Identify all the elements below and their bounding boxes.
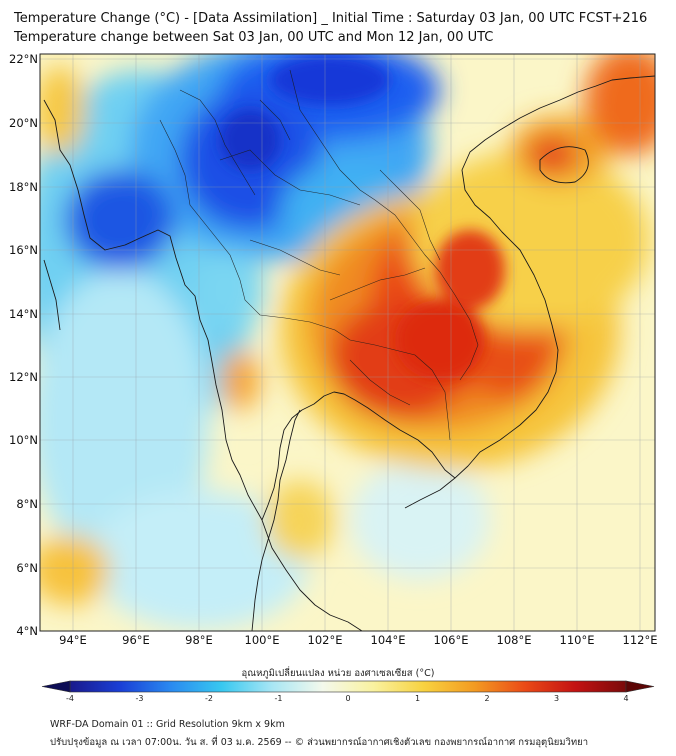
credit-line: ปรับปรุงข้อมูล ณ เวลา 07:00น. วัน ส. ที่… — [50, 737, 589, 748]
lon-label: 102°E — [307, 633, 343, 647]
lat-label: 10°N — [9, 433, 38, 447]
colorbar-max-extension — [625, 680, 655, 693]
graticule — [40, 54, 655, 631]
colorbar-tick: 4 — [623, 694, 629, 703]
colorbar-min-extension — [41, 680, 71, 693]
lat-label: 14°N — [9, 307, 38, 321]
map-title: Temperature Change (°C) - [Data Assimila… — [14, 11, 648, 26]
lon-label: 98°E — [185, 633, 213, 647]
lon-label: 112°E — [622, 633, 658, 647]
lat-label: 4°N — [16, 624, 38, 638]
lon-label: 100°E — [244, 633, 280, 647]
lon-label: 104°E — [370, 633, 406, 647]
model-info: WRF-DA Domain 01 :: Grid Resolution 9km … — [50, 719, 285, 730]
lat-label: 20°N — [9, 116, 38, 130]
lat-label: 8°N — [16, 497, 38, 511]
colorbar-tick: -2 — [205, 694, 213, 703]
lon-label: 94°E — [59, 633, 87, 647]
colorbar-tick: 1 — [414, 694, 421, 703]
colorbar-tick: -1 — [274, 694, 283, 703]
map-subtitle: Temperature change between Sat 03 Jan, 0… — [14, 30, 494, 45]
colorbar — [41, 680, 655, 693]
map-frame — [39, 53, 656, 632]
lon-label: 108°E — [496, 633, 532, 647]
colorbar-tick: 3 — [553, 694, 560, 703]
coastlines — [43, 75, 655, 631]
lat-label: 22°N — [9, 52, 38, 66]
lat-label: 18°N — [9, 180, 38, 194]
colorbar-tick: -3 — [135, 694, 144, 703]
lat-label: 16°N — [9, 243, 38, 257]
lon-label: 106°E — [433, 633, 469, 647]
colorbar-tick: -4 — [66, 694, 74, 703]
lat-label: 6°N — [16, 561, 38, 575]
political-borders — [159, 69, 479, 441]
colorbar-scale — [69, 680, 627, 693]
colorbar-tick: 0 — [345, 694, 351, 703]
lon-label: 110°E — [559, 633, 595, 647]
lat-label: 12°N — [9, 370, 38, 384]
colorbar-tick: 2 — [484, 694, 490, 703]
colorbar-title: อุณหภูมิเปลี่ยนแปลง หน่วย องศาเซลเซียส (… — [241, 668, 435, 679]
lon-label: 96°E — [122, 633, 150, 647]
